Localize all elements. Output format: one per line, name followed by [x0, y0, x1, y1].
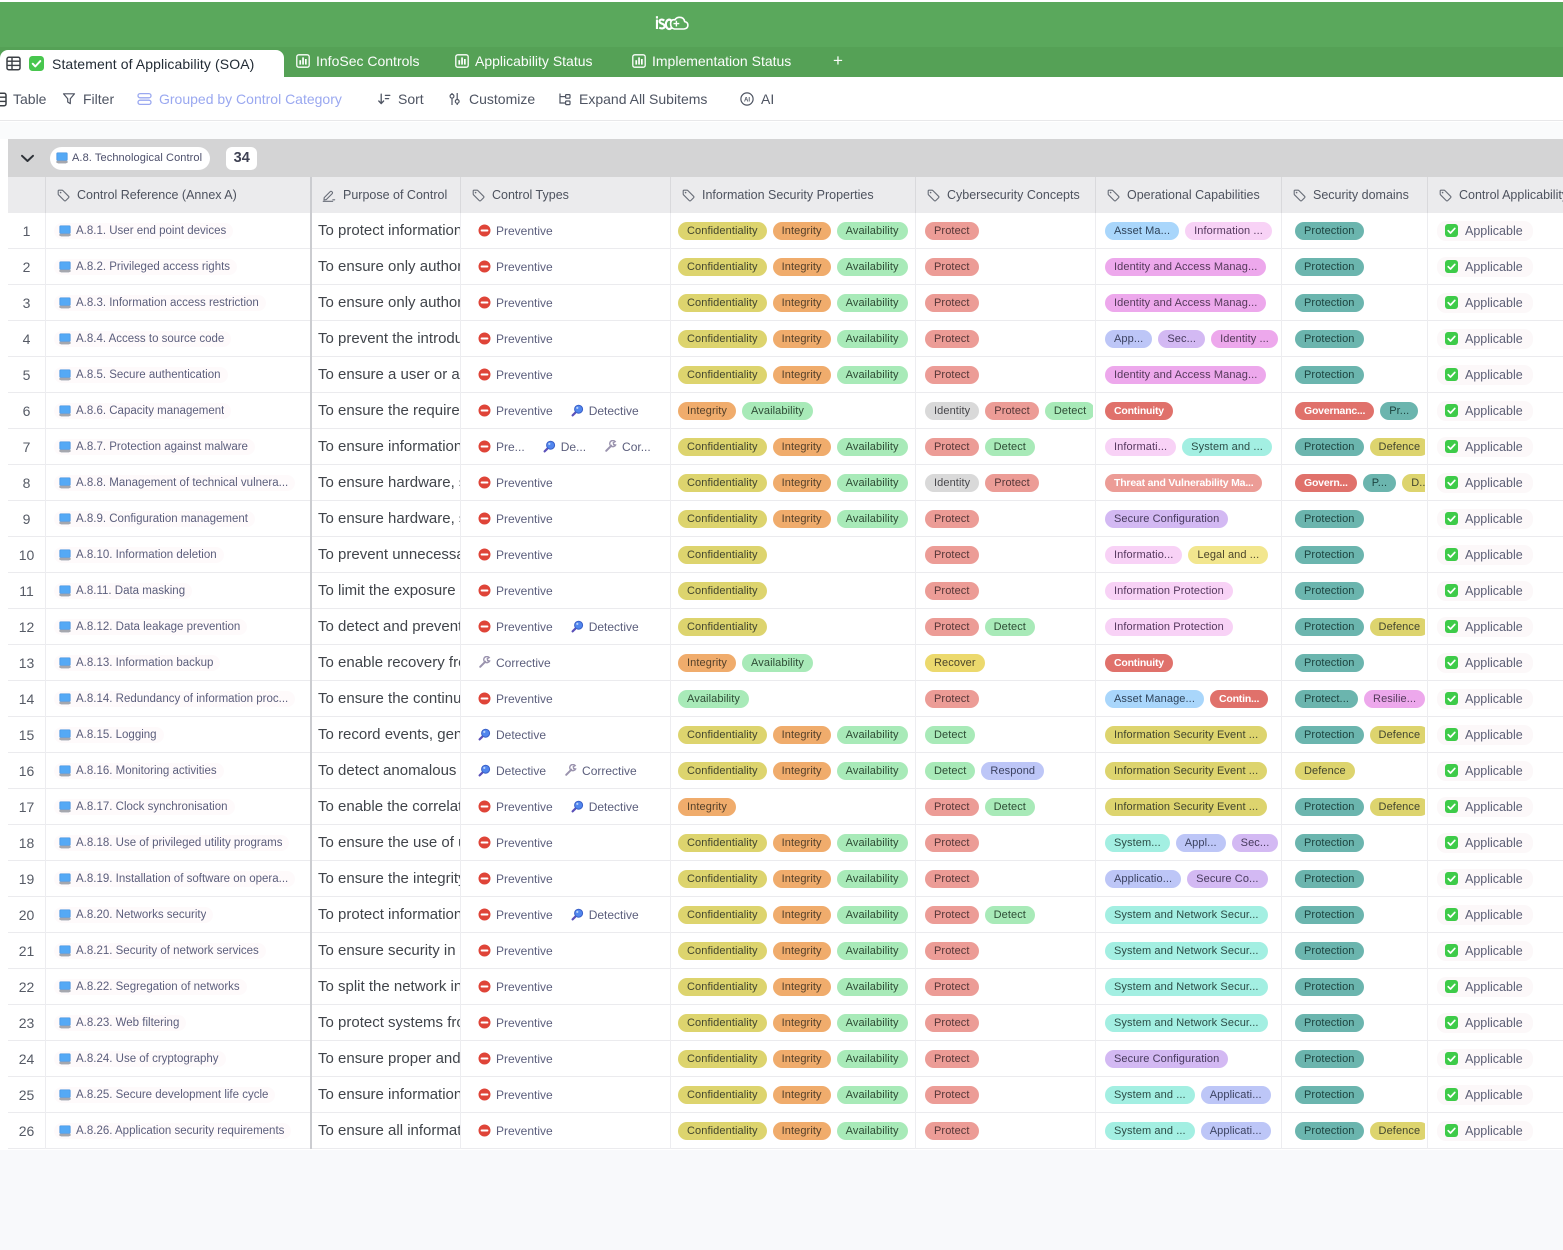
svg-text:AI: AI [744, 97, 750, 103]
